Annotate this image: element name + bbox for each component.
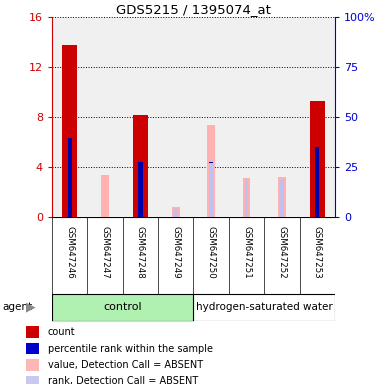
Text: GSM647251: GSM647251	[242, 226, 251, 279]
Text: GSM647247: GSM647247	[100, 226, 110, 279]
Text: count: count	[48, 327, 75, 337]
Bar	[278, 177, 286, 217]
Bar	[26, 359, 39, 371]
Text: control: control	[104, 302, 142, 312]
Bar	[245, 180, 248, 217]
Bar	[310, 101, 325, 217]
Bar	[101, 175, 109, 217]
Bar	[174, 210, 177, 217]
Text: GSM647250: GSM647250	[207, 226, 216, 279]
Text: GSM647246: GSM647246	[65, 226, 74, 279]
Bar	[243, 178, 250, 217]
Bar	[26, 376, 39, 384]
Bar	[207, 125, 215, 217]
Text: GSM647249: GSM647249	[171, 226, 180, 279]
Text: GSM647248: GSM647248	[136, 226, 145, 279]
Bar	[62, 45, 77, 217]
Bar	[26, 326, 39, 338]
Bar	[133, 115, 148, 217]
Bar	[315, 147, 320, 217]
Bar	[209, 163, 213, 217]
Text: GSM647253: GSM647253	[313, 226, 322, 279]
Bar	[26, 343, 39, 354]
Bar	[172, 207, 180, 217]
Text: rank, Detection Call = ABSENT: rank, Detection Call = ABSENT	[48, 376, 198, 384]
Text: percentile rank within the sample: percentile rank within the sample	[48, 344, 213, 354]
Bar	[138, 162, 142, 217]
Text: value, Detection Call = ABSENT: value, Detection Call = ABSENT	[48, 360, 203, 370]
Title: GDS5215 / 1395074_at: GDS5215 / 1395074_at	[116, 3, 271, 16]
Bar	[209, 162, 213, 217]
Text: hydrogen-saturated water: hydrogen-saturated water	[196, 302, 333, 312]
Bar	[67, 138, 72, 217]
Text: ▶: ▶	[26, 301, 36, 314]
Text: agent: agent	[2, 302, 32, 312]
Text: GSM647252: GSM647252	[277, 226, 286, 279]
Bar	[280, 180, 284, 217]
